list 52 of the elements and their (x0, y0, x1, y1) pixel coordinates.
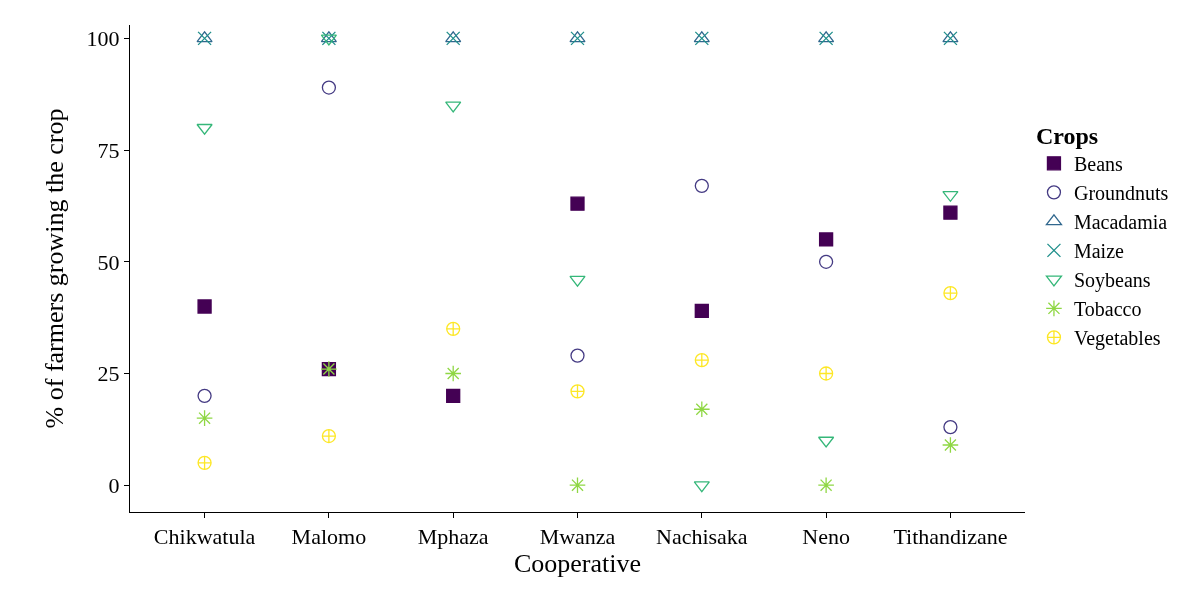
point (693, 400, 711, 418)
point (197, 299, 212, 314)
point (570, 348, 585, 363)
y-tick-label: 50 (97, 249, 120, 275)
point (817, 476, 835, 494)
point (818, 232, 834, 247)
x-tick-label: Mphaza (417, 524, 489, 550)
point (943, 419, 958, 435)
point (943, 205, 958, 220)
x-tick-label: Tithandizane (893, 524, 1008, 550)
legend-label: Tobacco (1073, 298, 1142, 321)
point (197, 388, 212, 403)
point (694, 303, 709, 319)
legend-label: Macadamia (1073, 211, 1168, 234)
y-tick-label: 75 (97, 137, 120, 163)
y-tick-label: 25 (97, 361, 120, 387)
point (818, 254, 834, 269)
point (569, 275, 586, 287)
point (694, 178, 709, 193)
point (446, 388, 461, 403)
legend-label: Groundnuts (1073, 182, 1169, 205)
x-tick-label: Nachisaka (656, 524, 748, 550)
point (197, 455, 212, 470)
point (321, 428, 337, 444)
point (941, 436, 959, 454)
y-tick-label: 100 (86, 26, 120, 52)
point (321, 80, 337, 95)
point (570, 196, 585, 211)
x-tick-label: Neno (802, 524, 850, 550)
x-tick-label: Chikwatula (153, 524, 256, 550)
legend-label: Maize (1073, 240, 1125, 263)
point (445, 101, 462, 113)
legend-label: Vegetables (1073, 327, 1161, 351)
point (569, 476, 586, 494)
point (196, 409, 214, 427)
x-axis-title: Cooperative (513, 549, 642, 579)
point (444, 365, 462, 382)
point (943, 285, 958, 301)
y-tick-label: 0 (108, 472, 120, 498)
point (196, 123, 213, 135)
x-tick-label: Malomo (291, 524, 367, 550)
point (570, 384, 585, 399)
y-axis-title: % of farmers growing the crop (40, 108, 69, 429)
point (693, 481, 710, 493)
x-tick-label: Mwanza (539, 524, 616, 550)
point (694, 352, 709, 368)
legend-label: Beans (1073, 153, 1124, 176)
point (818, 366, 834, 381)
point (942, 190, 959, 202)
legend-label: Soybeans (1073, 269, 1151, 293)
legend-title: Crops (1035, 122, 1099, 149)
point (446, 321, 461, 336)
